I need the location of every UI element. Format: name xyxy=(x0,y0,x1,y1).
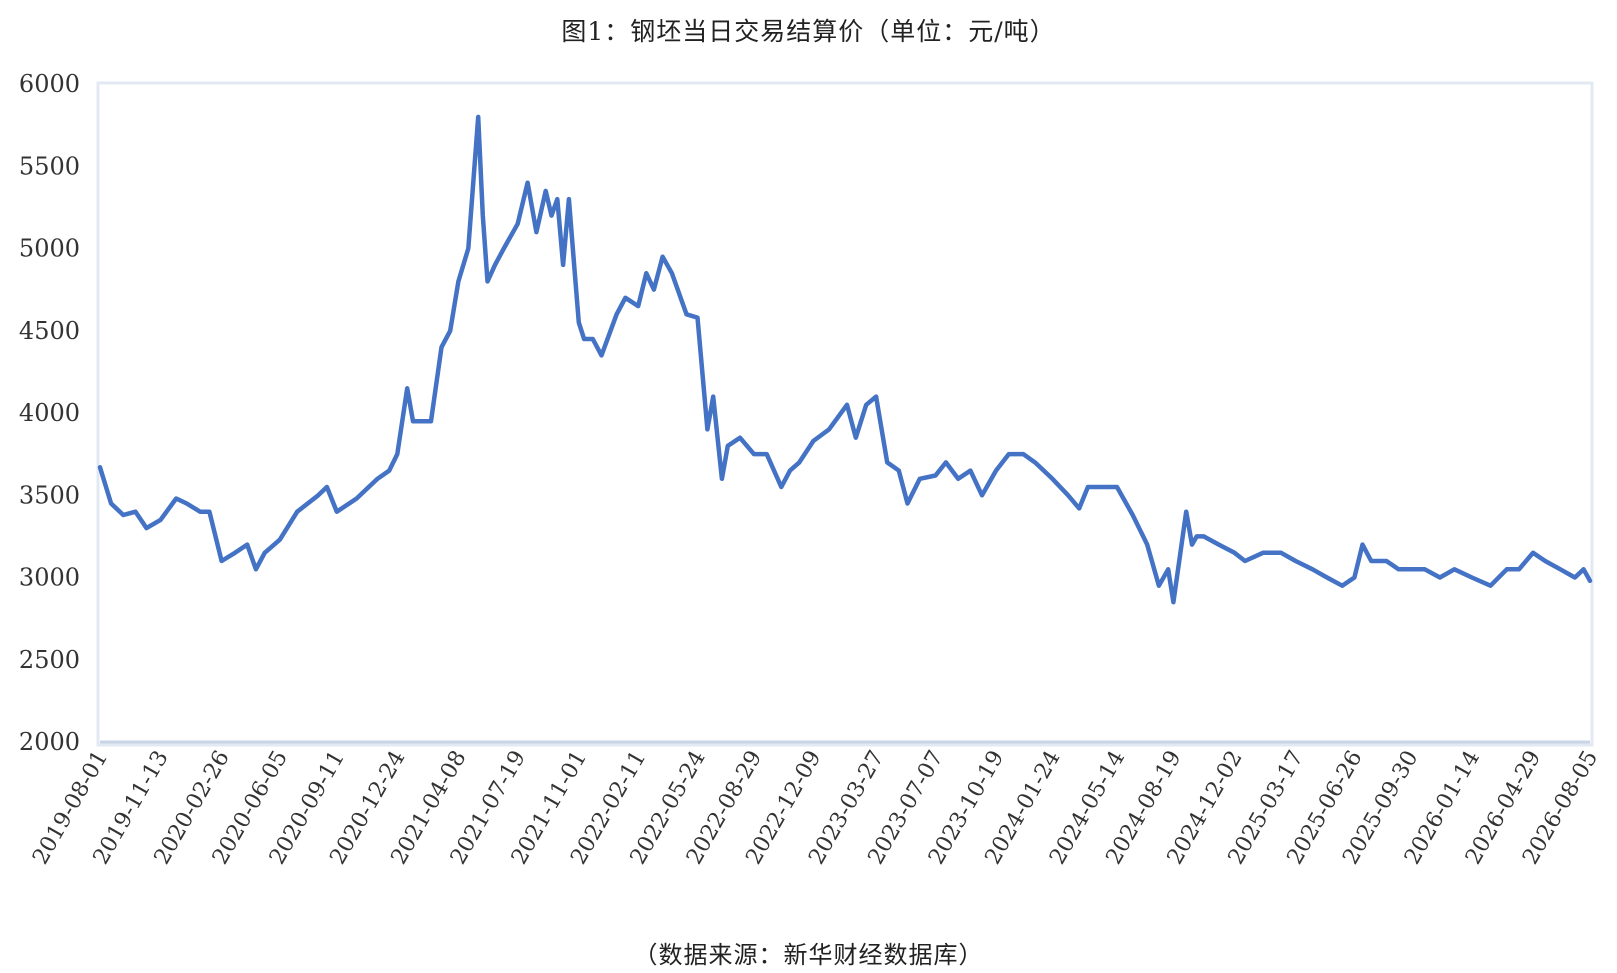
y-axis-ticks: 6000 5500 5000 4500 4000 3500 3000 2500 2000 xyxy=(19,70,80,756)
series-line xyxy=(97,114,1593,605)
plot-area-border xyxy=(96,81,1594,747)
y-tick-label: 2000 xyxy=(19,728,80,756)
y-tick-label: 5500 xyxy=(19,152,80,180)
chart-title: 图1：钢坯当日交易结算价（单位：元/吨） xyxy=(561,17,1056,46)
y-tick-label: 3000 xyxy=(19,564,80,592)
data-source-note: （数据来源：新华财经数据库） xyxy=(633,941,984,969)
series-group xyxy=(97,114,1593,605)
axes xyxy=(96,81,1594,747)
y-tick-label: 5000 xyxy=(19,235,80,263)
y-tick-label: 4500 xyxy=(19,317,80,345)
y-tick-label: 6000 xyxy=(19,70,80,98)
y-tick-label: 2500 xyxy=(19,646,80,674)
x-axis-ticks: 2019-08-012019-11-132020-02-262020-06-05… xyxy=(28,747,1603,869)
y-tick-label: 3500 xyxy=(19,481,80,509)
y-tick-label: 4000 xyxy=(19,399,80,427)
